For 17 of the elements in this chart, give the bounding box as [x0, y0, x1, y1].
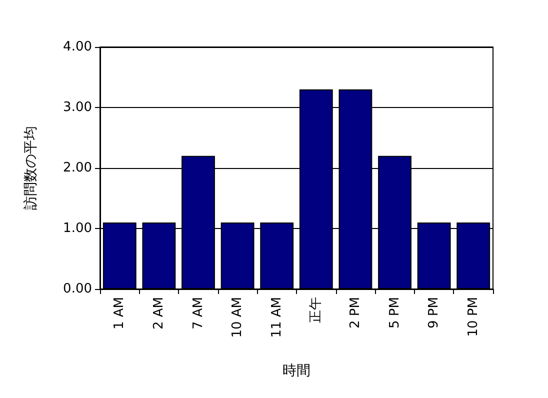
x-tick-label: 2 AM	[151, 297, 166, 330]
y-tick-label: 4.00	[63, 40, 92, 54]
y-tick-label: 3.00	[63, 100, 92, 115]
x-tick-label: 10 PM	[466, 297, 481, 337]
x-tick-label: 9 PM	[426, 297, 442, 328]
x-axis-title: 時間	[282, 363, 310, 379]
y-tick-label: 1.00	[63, 221, 92, 236]
y-tick-label: 2.00	[63, 160, 92, 176]
x-tick-label: 7 AM	[190, 297, 206, 330]
x-tick-label: 2 PM	[348, 297, 363, 328]
x-tick-label: 正午	[308, 297, 324, 323]
y-tick-label: 0.00	[63, 282, 92, 296]
y-axis-title: 訪問数の平均	[23, 126, 39, 210]
x-tick-label: 11 AM	[269, 297, 284, 338]
x-tick-label: 1 AM	[112, 297, 128, 330]
x-tick-label: 5 PM	[387, 297, 402, 328]
x-tick-label: 10 AM	[230, 297, 246, 338]
